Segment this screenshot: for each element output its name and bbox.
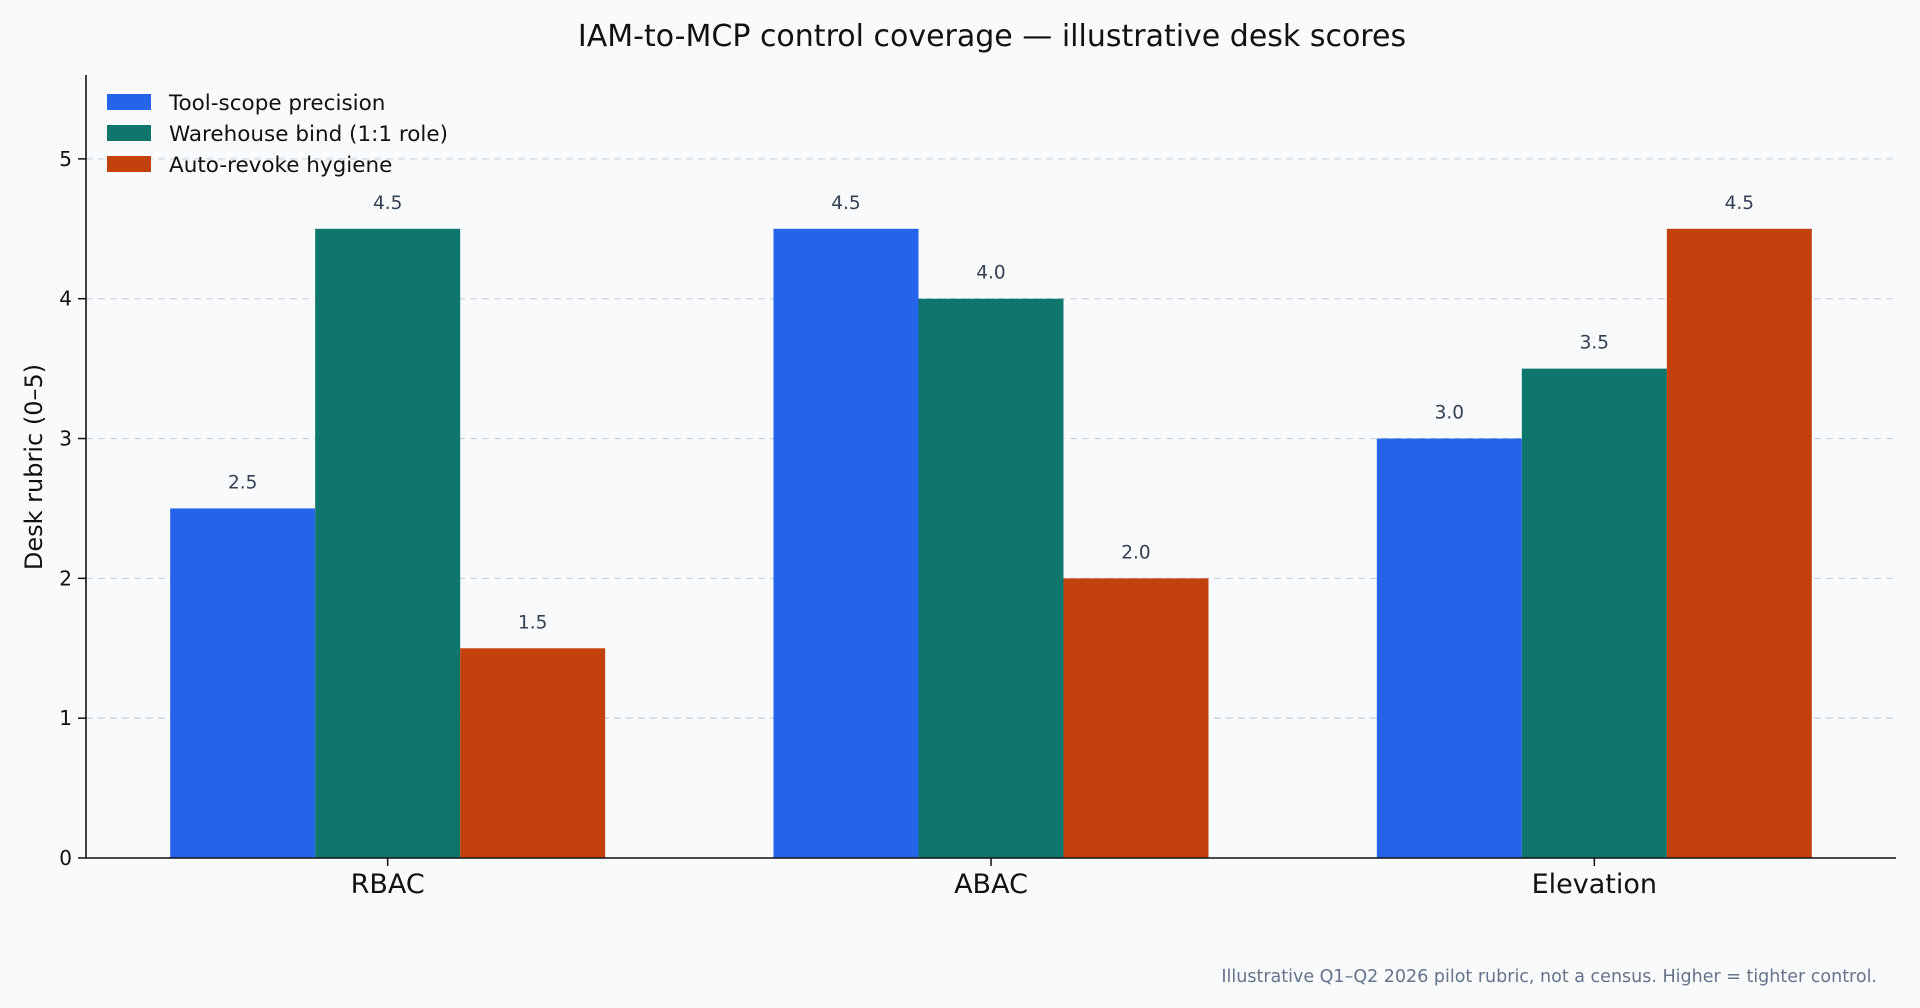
data-label: 3.0 — [1435, 403, 1464, 424]
data-label: 4.5 — [831, 193, 860, 214]
bar-elevation-2 — [1521, 368, 1667, 858]
bar-rbac-1 — [170, 508, 316, 858]
y-tick-label: 5 — [59, 147, 72, 171]
bar-elevation-1 — [1376, 438, 1522, 858]
x-tick-label: ABAC — [954, 869, 1028, 900]
y-tick-label: 0 — [59, 846, 72, 870]
data-label: 2.0 — [1121, 542, 1150, 563]
y-tick-label: 4 — [59, 287, 72, 311]
legend-label: Warehouse bind (1:1 role) — [169, 122, 448, 147]
chart-title: IAM-to-MCP control coverage — illustrati… — [578, 19, 1406, 54]
bar-abac-1 — [773, 228, 919, 858]
data-label: 3.5 — [1580, 333, 1609, 354]
y-tick-label: 1 — [59, 706, 72, 730]
y-tick-label: 3 — [59, 427, 72, 451]
legend-swatch — [107, 94, 151, 110]
y-axis-title: Desk rubric (0–5) — [20, 364, 48, 570]
axes: 0 1 2 3 4 5 RBAC ABAC Elevation — [59, 75, 1896, 900]
x-tick-label: RBAC — [351, 869, 425, 900]
data-label: 1.5 — [518, 612, 547, 633]
y-tick-label: 2 — [59, 566, 72, 590]
legend: Tool-scope precision Warehouse bind (1:1 … — [107, 91, 448, 178]
legend-label: Auto-revoke hygiene — [169, 153, 392, 178]
bar-rbac-2 — [315, 228, 461, 858]
bar-elevation-3 — [1666, 228, 1812, 858]
data-label: 4.0 — [976, 263, 1005, 284]
bar-rbac-3 — [460, 648, 606, 858]
data-label: 4.5 — [373, 193, 402, 214]
legend-swatch — [107, 125, 151, 141]
data-label: 2.5 — [228, 472, 257, 493]
bar-abac-3 — [1063, 578, 1209, 858]
x-tick-label: Elevation — [1532, 869, 1657, 900]
bar-abac-2 — [918, 298, 1064, 858]
legend-swatch — [107, 156, 151, 172]
chart-footnote: Illustrative Q1–Q2 2026 pilot rubric, no… — [1221, 967, 1877, 987]
legend-label: Tool-scope precision — [168, 91, 385, 116]
data-label: 4.5 — [1725, 193, 1754, 214]
bars: 2.5 4.5 1.5 4.5 4.0 2.0 3.0 3.5 4.5 — [170, 193, 1812, 858]
